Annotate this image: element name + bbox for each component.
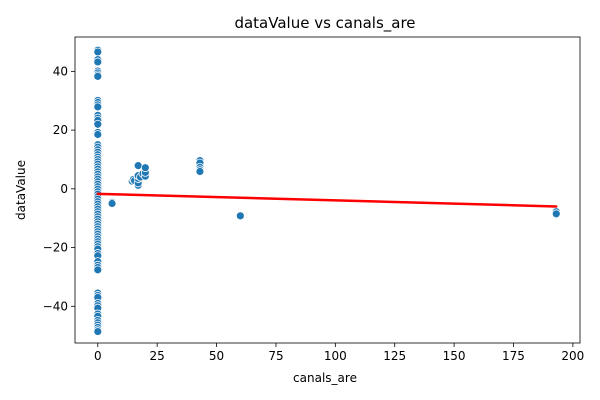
x-tick-label: 25: [150, 349, 165, 363]
regression-line: [96, 192, 558, 208]
regression-line-group: [96, 192, 558, 208]
x-tick-label: 175: [502, 349, 525, 363]
data-point: [93, 130, 103, 139]
x-tick-label: 0: [94, 349, 102, 363]
y-tick-label: −40: [43, 299, 68, 313]
x-tick-label: 150: [443, 349, 466, 363]
y-axis-label: dataValue: [14, 160, 28, 220]
y-tick-label: 0: [60, 182, 68, 196]
data-point: [107, 199, 117, 208]
y-tick-label: 20: [53, 123, 68, 137]
data-point: [93, 57, 103, 67]
data-point: [551, 209, 561, 219]
y-tick-label: 40: [53, 64, 68, 78]
x-axis-label: canals_are: [293, 371, 357, 385]
data-point: [93, 119, 103, 129]
data-point: [93, 47, 103, 57]
x-axis-ticks: 0 25 50 75 100 125 150 175 200: [94, 343, 584, 363]
data-point: [93, 102, 103, 112]
y-axis-ticks: −40 −20 0 20 40: [43, 64, 75, 313]
y-tick-label: −20: [43, 241, 68, 255]
chart-title: dataValue vs canals_are: [234, 14, 415, 33]
data-point: [93, 71, 103, 81]
x-tick-label: 125: [383, 349, 406, 363]
plot-area-frame: [74, 36, 581, 344]
data-point: [195, 167, 205, 176]
x-tick-label: 50: [209, 349, 224, 363]
data-point: [93, 265, 103, 275]
x-tick-label: 200: [561, 349, 584, 363]
data-point: [235, 211, 245, 221]
data-points: [93, 45, 561, 336]
data-point: [93, 327, 103, 336]
x-tick-label: 100: [324, 349, 347, 363]
data-point: [140, 163, 150, 173]
x-tick-label: 75: [268, 349, 283, 363]
